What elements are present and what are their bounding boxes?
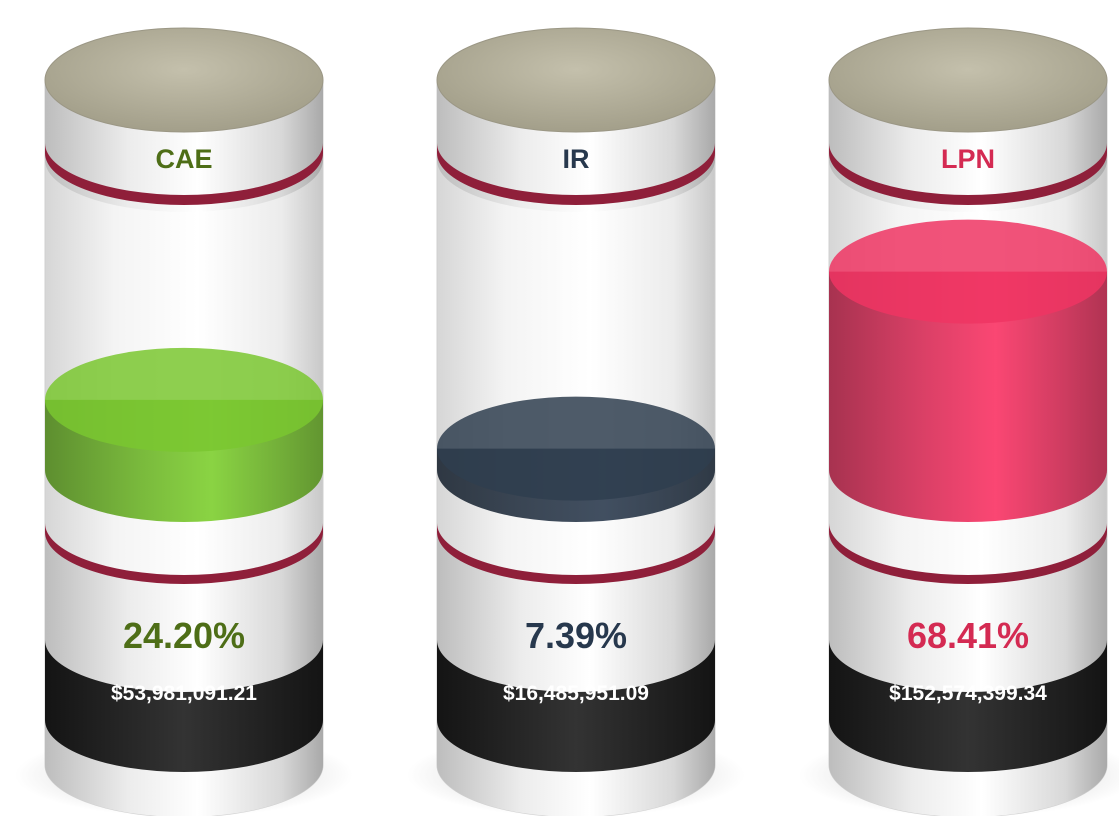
- cylinder-lpn: LPN 68.41% $152,574,399.34: [799, 27, 1119, 816]
- value-label-cae: 24.20%: [123, 615, 245, 656]
- cylinder-cap: [828, 27, 1108, 133]
- lower-ring: [829, 523, 1107, 584]
- lower-ring: [437, 523, 715, 584]
- value-label-lpn: 68.41%: [907, 615, 1029, 656]
- lower-ring: [45, 523, 323, 584]
- amount-band: [45, 640, 323, 772]
- upper-ring: [437, 143, 715, 205]
- category-label-lpn: LPN: [941, 144, 995, 174]
- amount-label-lpn: $152,574,399.34: [889, 682, 1047, 705]
- amount-band: [829, 640, 1107, 772]
- cylinder-cap: [44, 27, 324, 133]
- upper-ring: [45, 143, 323, 205]
- cylinder-top-band: [437, 80, 715, 212]
- upper-ring: [829, 143, 1107, 205]
- fill-surface-ir: [437, 396, 715, 501]
- cylinder-ir: IR 7.39% $16,485,951.09: [407, 27, 745, 816]
- cylinder-cap: [436, 27, 716, 133]
- fill-surface-lpn: [829, 219, 1107, 324]
- category-label-cae: CAE: [155, 144, 212, 174]
- cylinder-top-band: [45, 80, 323, 212]
- cylinder-top-band: [829, 80, 1107, 212]
- fill-surface-cae: [45, 347, 323, 452]
- amount-band: [437, 640, 715, 772]
- category-label-ir: IR: [563, 144, 590, 174]
- cylinder-cae: CAE 24.20% $53,981,091.21: [15, 27, 353, 816]
- fill-side-lpn: [829, 271, 1107, 522]
- amount-label-ir: $16,485,951.09: [503, 682, 649, 705]
- value-label-ir: 7.39%: [525, 615, 627, 656]
- amount-label-cae: $53,981,091.21: [111, 682, 257, 705]
